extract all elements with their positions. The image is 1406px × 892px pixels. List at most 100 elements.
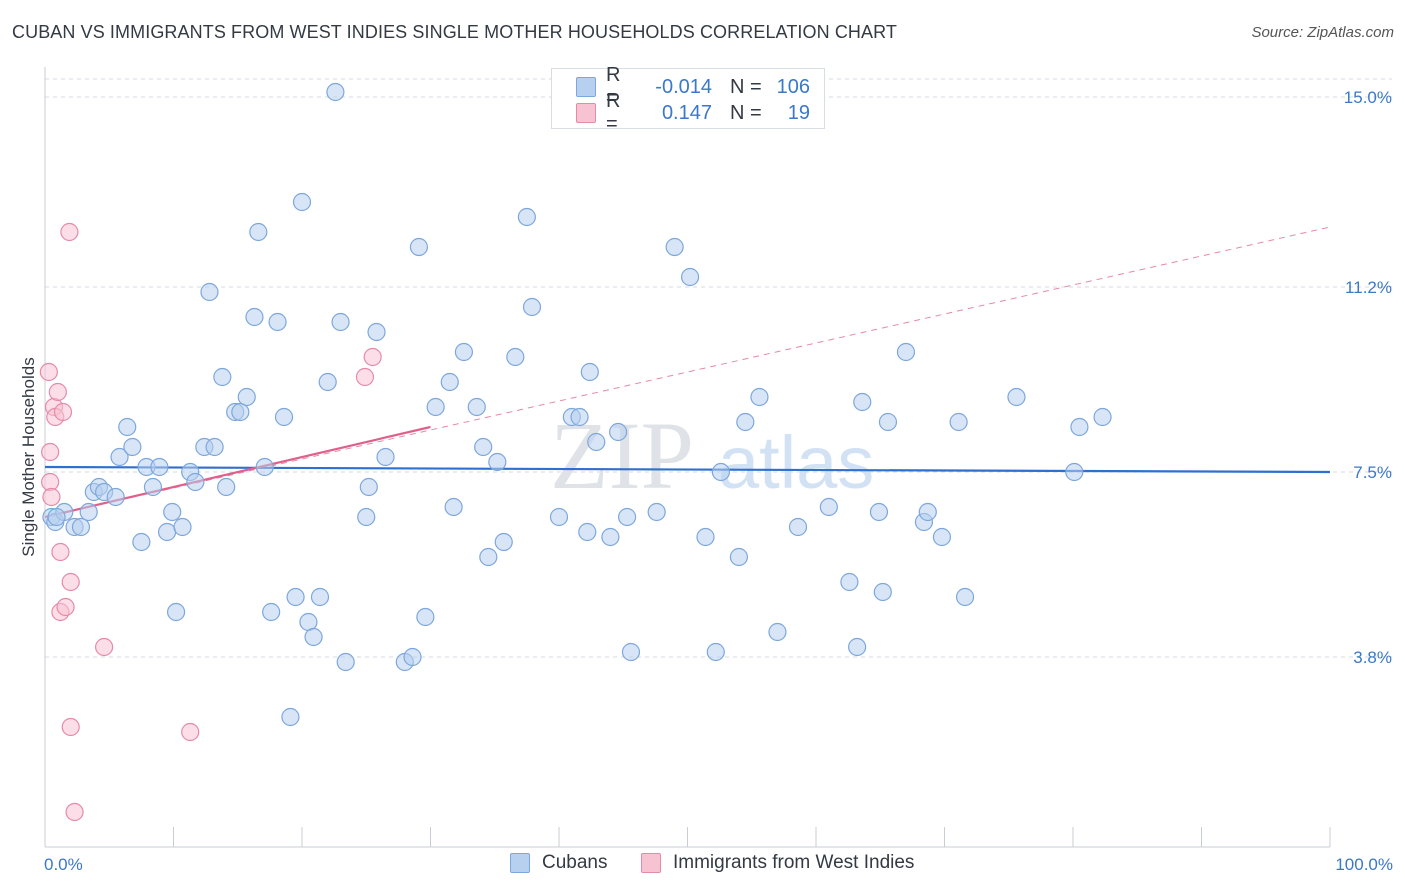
data-point-cubans[interactable]: [205, 437, 224, 457]
data-point-cubans[interactable]: [336, 652, 355, 672]
data-point-cubans[interactable]: [517, 207, 536, 227]
data-point-cubans[interactable]: [71, 517, 91, 537]
data-point-cubans[interactable]: [869, 502, 889, 522]
data-point-cubans[interactable]: [123, 437, 142, 457]
data-point-cubans[interactable]: [570, 407, 589, 427]
data-point-cubans[interactable]: [488, 452, 507, 472]
data-point-cubans[interactable]: [118, 417, 137, 437]
data-point-cubans[interactable]: [274, 407, 294, 427]
data-point-west-indies[interactable]: [60, 222, 79, 242]
data-point-cubans[interactable]: [268, 312, 287, 332]
data-point-cubans[interactable]: [696, 527, 715, 547]
data-point-cubans[interactable]: [326, 82, 345, 102]
data-point-cubans[interactable]: [231, 402, 250, 422]
data-point-cubans[interactable]: [357, 507, 376, 527]
data-point-cubans[interactable]: [132, 532, 151, 552]
legend-item-west-indies[interactable]: Immigrants from West Indies: [641, 852, 914, 874]
data-point-cubans[interactable]: [106, 487, 125, 507]
data-point-cubans[interactable]: [310, 587, 330, 607]
data-point-cubans[interactable]: [736, 412, 755, 432]
data-point-cubans[interactable]: [621, 642, 641, 662]
data-point-cubans[interactable]: [292, 192, 312, 212]
data-point-west-indies[interactable]: [48, 382, 67, 402]
data-point-west-indies[interactable]: [42, 487, 61, 507]
data-point-cubans[interactable]: [878, 412, 898, 432]
data-point-cubans[interactable]: [506, 347, 525, 367]
data-point-west-indies[interactable]: [56, 597, 75, 617]
data-point-west-indies[interactable]: [51, 542, 70, 562]
data-point-cubans[interactable]: [47, 507, 66, 527]
data-point-cubans[interactable]: [494, 532, 513, 552]
data-point-cubans[interactable]: [376, 447, 395, 467]
data-point-cubans[interactable]: [479, 547, 498, 567]
data-point-cubans[interactable]: [955, 587, 975, 607]
data-point-cubans[interactable]: [150, 457, 169, 477]
data-point-west-indies[interactable]: [65, 802, 84, 822]
data-point-cubans[interactable]: [217, 477, 236, 497]
data-point-cubans[interactable]: [848, 637, 867, 657]
data-point-west-indies[interactable]: [363, 347, 382, 367]
data-point-cubans[interactable]: [609, 422, 628, 442]
data-point-cubans[interactable]: [601, 527, 620, 547]
data-point-cubans[interactable]: [918, 502, 937, 522]
data-point-cubans[interactable]: [949, 412, 968, 432]
data-point-cubans[interactable]: [578, 522, 597, 542]
data-point-cubans[interactable]: [706, 642, 725, 662]
data-point-cubans[interactable]: [1007, 387, 1026, 407]
data-point-cubans[interactable]: [359, 477, 378, 497]
data-point-cubans[interactable]: [200, 282, 219, 302]
data-point-cubans[interactable]: [580, 362, 599, 382]
data-point-cubans[interactable]: [444, 497, 463, 517]
data-point-cubans[interactable]: [750, 387, 769, 407]
data-point-cubans[interactable]: [522, 297, 542, 317]
data-point-cubans[interactable]: [403, 647, 422, 667]
data-point-cubans[interactable]: [932, 527, 952, 547]
data-point-west-indies[interactable]: [181, 722, 200, 742]
data-point-west-indies[interactable]: [41, 442, 60, 462]
data-point-cubans[interactable]: [680, 267, 700, 287]
data-point-west-indies[interactable]: [39, 362, 58, 382]
data-point-cubans[interactable]: [549, 507, 569, 527]
data-point-cubans[interactable]: [213, 367, 232, 387]
data-point-cubans[interactable]: [249, 222, 268, 242]
data-point-cubans[interactable]: [467, 397, 486, 417]
data-point-cubans[interactable]: [262, 602, 281, 622]
data-point-cubans[interactable]: [173, 517, 192, 537]
data-point-cubans[interactable]: [237, 387, 256, 407]
data-point-cubans[interactable]: [665, 237, 684, 257]
data-point-cubans[interactable]: [454, 342, 474, 362]
data-point-cubans[interactable]: [440, 372, 459, 392]
data-point-cubans[interactable]: [768, 622, 787, 642]
data-point-cubans[interactable]: [1093, 407, 1112, 427]
data-point-cubans[interactable]: [873, 582, 892, 602]
data-point-west-indies[interactable]: [95, 637, 114, 657]
data-point-cubans[interactable]: [1070, 417, 1089, 437]
data-point-cubans[interactable]: [618, 507, 637, 527]
data-point-cubans[interactable]: [79, 502, 98, 522]
data-point-cubans[interactable]: [304, 627, 323, 647]
data-point-cubans[interactable]: [110, 447, 129, 467]
data-point-cubans[interactable]: [1065, 462, 1084, 482]
data-point-cubans[interactable]: [711, 462, 731, 482]
data-point-cubans[interactable]: [647, 502, 666, 522]
data-point-cubans[interactable]: [166, 602, 186, 622]
data-point-cubans[interactable]: [416, 607, 435, 627]
data-point-cubans[interactable]: [587, 432, 606, 452]
data-point-cubans[interactable]: [409, 237, 429, 257]
data-point-cubans[interactable]: [186, 472, 205, 492]
data-point-cubans[interactable]: [853, 392, 872, 412]
data-point-cubans[interactable]: [729, 547, 749, 567]
data-point-cubans[interactable]: [819, 497, 838, 517]
data-point-cubans[interactable]: [896, 342, 916, 362]
data-point-west-indies[interactable]: [61, 717, 80, 737]
data-point-cubans[interactable]: [840, 572, 859, 592]
legend-item-cubans[interactable]: Cubans: [510, 852, 608, 874]
data-point-cubans[interactable]: [318, 372, 337, 392]
data-point-cubans[interactable]: [143, 477, 163, 497]
data-point-cubans[interactable]: [281, 707, 300, 727]
data-point-cubans[interactable]: [255, 457, 274, 477]
data-point-cubans[interactable]: [474, 437, 493, 457]
data-point-west-indies[interactable]: [61, 572, 80, 592]
data-point-cubans[interactable]: [331, 312, 350, 332]
data-point-cubans[interactable]: [426, 397, 445, 417]
